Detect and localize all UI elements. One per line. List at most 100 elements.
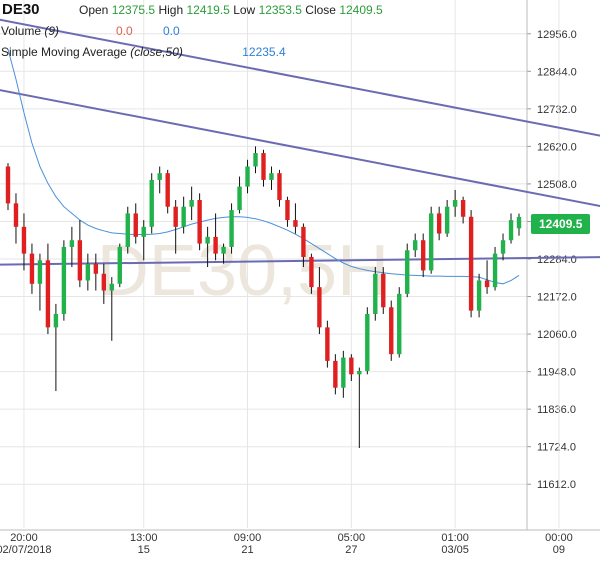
candle-body <box>69 240 75 247</box>
candle-body <box>205 236 210 244</box>
candle-body <box>405 250 410 294</box>
close-value: 12409.5 <box>339 3 383 17</box>
candle-body <box>317 287 322 328</box>
sma-value: 12235.4 <box>242 45 286 59</box>
y-tick-label: 12956.0 <box>537 29 577 41</box>
candle-body <box>436 213 442 234</box>
candle-body <box>149 179 154 227</box>
watermark-text: DE30,5H <box>97 231 389 311</box>
x-tick-time: 01:00 <box>441 532 469 544</box>
symbol-title: DE30 <box>2 1 40 18</box>
sma-label: Simple Moving Average <box>1 45 127 59</box>
x-tick-date: 09 <box>553 544 565 556</box>
high-value: 12419.5 <box>186 3 230 17</box>
candle-body <box>261 153 266 180</box>
candle-body <box>309 256 314 288</box>
candle-body <box>381 273 386 308</box>
y-tick-label: 11724.0 <box>537 442 576 454</box>
volume-value-2: 0.0 <box>163 24 180 38</box>
y-tick-label: 12508.0 <box>537 179 577 191</box>
candle-body <box>325 327 330 361</box>
candle-body <box>285 200 290 221</box>
x-tick-time: 05:00 <box>338 532 366 544</box>
x-tick-date: 02/07/2018 <box>0 544 51 556</box>
candle-body <box>444 206 450 234</box>
high-label: High <box>158 3 184 17</box>
low-value: 12353.5 <box>258 3 302 17</box>
candle-body <box>397 293 402 355</box>
candle-body <box>460 200 466 217</box>
candle-body <box>349 357 354 375</box>
y-tick-label: 12172.0 <box>537 292 577 304</box>
candle-body <box>508 220 514 241</box>
sma-line <box>7 49 520 285</box>
candle-body <box>197 200 202 244</box>
candle-body <box>492 253 498 288</box>
y-tick-label: 12844.0 <box>537 66 577 78</box>
low-label: Low <box>233 3 256 17</box>
x-tick-time: 13:00 <box>130 532 158 544</box>
candle-body <box>13 203 19 227</box>
close-label: Close <box>305 3 336 17</box>
candle-body <box>173 206 178 227</box>
candle-body <box>245 166 250 187</box>
candle-body <box>484 280 490 288</box>
candle-body <box>428 213 434 271</box>
y-tick-label: 12620.0 <box>537 141 577 153</box>
candle-body <box>29 253 35 284</box>
ohlc-readout: Open 12375.5 High 12419.5 Low 12353.5 Cl… <box>79 3 383 17</box>
trendline <box>0 89 600 208</box>
candle-body <box>301 226 306 257</box>
last-price-badge: 12409.5 <box>531 214 591 234</box>
candle-body <box>389 307 394 355</box>
candle-body <box>341 357 346 388</box>
candle-body <box>253 153 258 167</box>
open-value: 12375.5 <box>111 3 156 17</box>
y-tick-label: 12732.0 <box>537 104 577 116</box>
candle-body <box>237 186 242 211</box>
candle-body <box>516 216 522 229</box>
candle-body <box>357 370 362 375</box>
candle-body <box>37 260 43 284</box>
candle-body <box>221 246 226 254</box>
candle-body <box>21 226 27 254</box>
candle-body <box>5 166 11 204</box>
candle-body <box>141 226 146 237</box>
candle-body <box>93 263 99 274</box>
candle-body <box>333 360 338 388</box>
y-tick-label: 11948.0 <box>537 367 576 379</box>
candle-body <box>468 216 474 311</box>
candle-body <box>189 200 194 207</box>
candle-body <box>181 206 186 227</box>
candle-body <box>269 173 274 180</box>
x-tick-time: 00:00 <box>545 532 573 544</box>
candle-body <box>365 313 370 371</box>
candle-body <box>45 260 51 328</box>
trendline <box>0 256 600 266</box>
candle-body <box>125 213 130 247</box>
candle-body <box>413 240 418 251</box>
candle-body <box>101 273 107 291</box>
candle-body <box>157 173 162 180</box>
candle-body <box>85 263 91 281</box>
candle-body <box>165 173 170 207</box>
x-tick-date: 15 <box>138 544 150 556</box>
candle-body <box>133 213 138 237</box>
candle-body <box>277 173 282 201</box>
candle-body <box>452 200 458 207</box>
candle-body <box>420 240 426 271</box>
sma-legend: Simple Moving Average (close,50) 12235.4 <box>1 45 286 59</box>
volume-param: (9) <box>44 24 60 38</box>
y-tick-label: 12284.0 <box>537 254 577 266</box>
volume-legend: Volume (9) 0.0 0.0 <box>1 24 231 38</box>
sma-param: (close,50) <box>130 45 183 59</box>
candle-body <box>229 210 234 247</box>
open-label: Open <box>79 3 109 17</box>
candle-body <box>117 246 122 284</box>
x-tick-time: 20:00 <box>10 532 38 544</box>
candle-body <box>293 220 298 227</box>
candle-body <box>53 313 59 328</box>
volume-label: Volume <box>1 24 42 38</box>
